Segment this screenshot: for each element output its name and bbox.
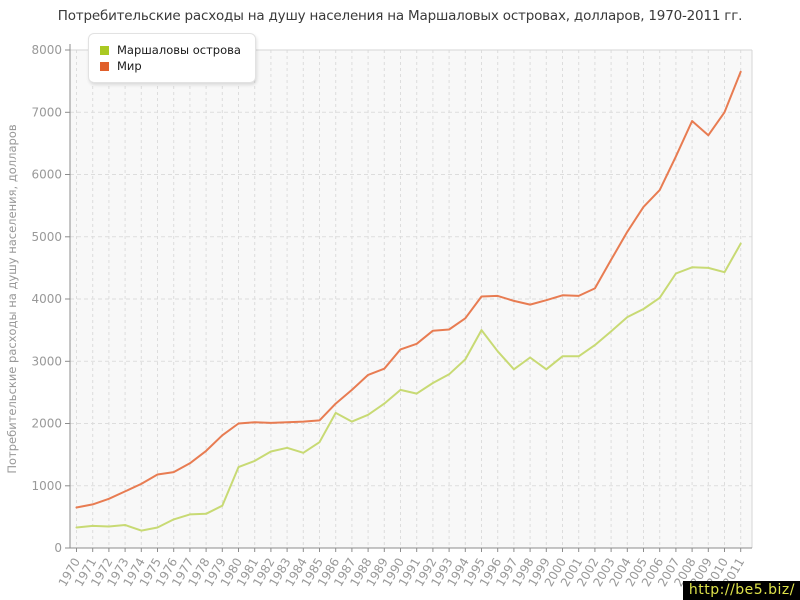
y-tick-label: 1000 — [31, 479, 62, 493]
y-tick-label: 6000 — [31, 168, 62, 182]
legend-swatch-marshall-islands-icon — [100, 45, 109, 55]
legend-label-marshall-islands: Маршаловы острова — [117, 43, 241, 57]
chart-title: Потребительские расходы на душу населени… — [57, 8, 743, 24]
y-axis-title: Потребительские расходы на душу населени… — [5, 124, 19, 474]
y-tick-label: 7000 — [31, 105, 62, 119]
legend-item-marshall-islands: Маршаловы острова — [100, 43, 241, 57]
series-line-marshall-islands — [75, 242, 742, 532]
y-tick-label: 3000 — [31, 354, 62, 368]
y-tick-label: 8000 — [31, 43, 62, 57]
y-tick-label: 5000 — [31, 230, 62, 244]
y-tick-label: 4000 — [31, 292, 62, 306]
y-tick-label: 2000 — [31, 417, 62, 431]
watermark-url: http://be5.biz/ — [682, 581, 800, 600]
series-line-world — [75, 70, 742, 509]
y-tick-label: 0 — [54, 541, 62, 555]
legend: Маршаловы острова Мир — [88, 33, 256, 83]
legend-swatch-world-icon — [100, 61, 109, 71]
legend-label-world: Мир — [117, 59, 142, 73]
legend-item-world: Мир — [100, 59, 241, 73]
